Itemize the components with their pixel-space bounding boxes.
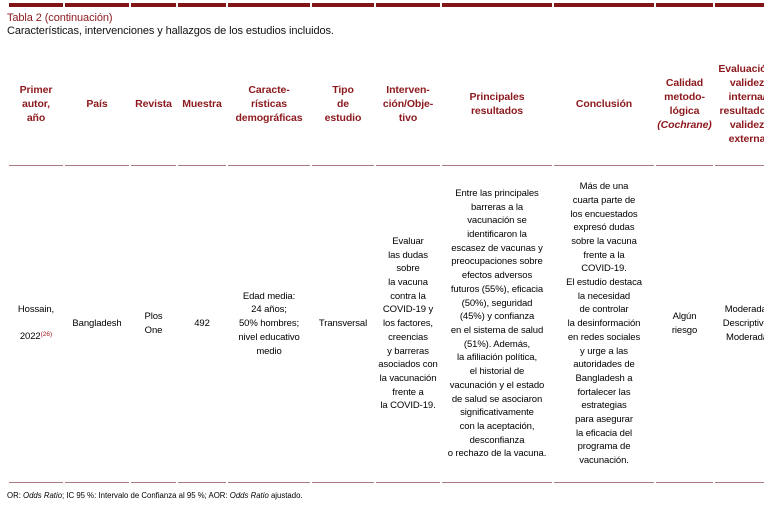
col-header-muestra: Muestra: [178, 41, 226, 166]
table-caption-subtitle: Características, intervenciones y hallaz…: [7, 24, 334, 37]
rule-segment: [376, 3, 440, 7]
cell-conclusion: Más de una cuarta parte de los encuestad…: [554, 166, 654, 483]
footnote-odds-ratio: Odds Ratio: [229, 491, 269, 500]
rule-segment: [65, 3, 129, 7]
author-year-line: 2022(26): [9, 330, 63, 345]
rule-segment: [178, 3, 226, 7]
col-header-tipo-de-estudio: Tipo de estudio: [312, 41, 374, 166]
author-name: Hossain,: [17, 303, 55, 315]
studies-table: Primer autor, año País Revista Muestra C…: [7, 41, 764, 483]
col-header-conclusion: Conclusión: [554, 41, 654, 166]
rule-segment: [9, 3, 63, 7]
col-header-cochrane-label: (Cochrane): [657, 119, 712, 131]
cell-calidad-metodologica: Algún riesgo: [656, 166, 713, 483]
header-row: Primer autor, año País Revista Muestra C…: [9, 41, 764, 166]
cell-evaluacion-validez: Moderada/ Descriptivo/ Moderada: [715, 166, 764, 483]
citation-ref: (26): [40, 330, 53, 338]
cell-intervencion-objetivo: Evaluar las dudas sobre la vacuna contra…: [376, 166, 440, 483]
col-header-evaluacion-validez: Evaluación. validez interna/ resultados/…: [715, 41, 764, 166]
cell-pais: Bangladesh: [65, 166, 129, 483]
rule-segment: [131, 3, 176, 7]
cell-primer-autor-ano: Hossain, 2022(26): [9, 166, 63, 483]
col-header-revista: Revista: [131, 41, 176, 166]
cell-revista: Plos One: [131, 166, 176, 483]
rule-segment: [656, 3, 713, 7]
col-header-calidad-metodologica: Calidad metodo- lógica (Cochrane): [656, 41, 713, 166]
cell-tipo-de-estudio: Transversal: [312, 166, 374, 483]
col-header-calidad-text: Calidad metodo- lógica: [664, 77, 705, 117]
footnote-part: OR:: [7, 491, 24, 500]
table-footnote: OR: Odds Ratio; IC 95 %: Intervalo de Co…: [7, 491, 764, 501]
footnote-odds-ratio: Odds Ratio: [23, 491, 63, 500]
cell-principales-resultados: Entre las principales barreras a la vacu…: [442, 166, 552, 483]
cell-muestra: 492: [178, 166, 226, 483]
author-year: 2022: [19, 331, 41, 343]
col-header-caracteristicas-demograficas: Caracte- rísticas demográficas: [228, 41, 310, 166]
rule-segment: [442, 3, 552, 7]
footnote-part: ; IC 95 %: Intervalo de Confianza al 95 …: [62, 491, 230, 500]
col-header-intervencion-objetivo: Interven- ción/Obje- tivo: [376, 41, 440, 166]
col-header-pais: País: [65, 41, 129, 166]
col-header-principales-resultados: Principales resultados: [442, 41, 552, 166]
rule-segment: [715, 3, 764, 7]
rule-segment: [554, 3, 654, 7]
table-row: Hossain, 2022(26) Bangladesh Plos One 49…: [9, 166, 764, 483]
cell-caracteristicas-demograficas: Edad media: 24 años; 50% hombres; nivel …: [228, 166, 310, 483]
table-top-rule: [7, 3, 764, 7]
footnote-part: ajustado.: [268, 491, 303, 500]
rule-segment: [228, 3, 310, 7]
table-caption-title: Tabla 2 (continuación): [7, 12, 113, 24]
col-header-primer-autor-ano: Primer autor, año: [9, 41, 63, 166]
rule-segment: [312, 3, 374, 7]
table-caption: Tabla 2 (continuación) Características, …: [7, 12, 764, 37]
